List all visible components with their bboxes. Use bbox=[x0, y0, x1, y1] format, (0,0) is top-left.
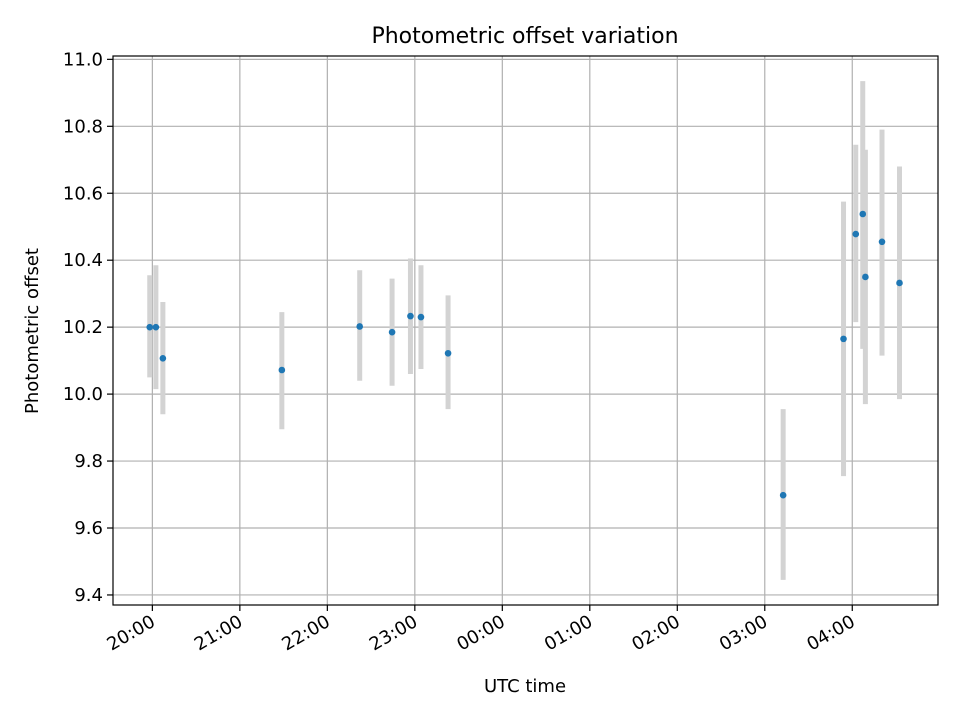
x-axis-label: UTC time bbox=[484, 676, 566, 697]
y-tick-label: 9.8 bbox=[74, 451, 103, 472]
point-layer bbox=[146, 210, 903, 499]
data-point bbox=[152, 323, 160, 331]
data-point bbox=[407, 312, 414, 320]
data-point bbox=[146, 323, 154, 331]
grid-layer bbox=[113, 56, 938, 605]
chart-title: Photometric offset variation bbox=[371, 24, 678, 49]
y-tick-label: 10.2 bbox=[63, 317, 103, 338]
data-point bbox=[159, 354, 167, 362]
data-point bbox=[840, 335, 847, 343]
data-point bbox=[388, 328, 396, 336]
y-tick-label: 10.6 bbox=[63, 183, 103, 204]
y-tick-label: 10.4 bbox=[63, 250, 103, 271]
y-tick-label: 9.6 bbox=[74, 518, 103, 539]
data-point bbox=[779, 491, 787, 499]
y-tick-label: 10.8 bbox=[63, 116, 103, 137]
data-point bbox=[417, 313, 425, 321]
y-axis-label: Photometric offset bbox=[22, 248, 43, 414]
y-tick-label: 10.0 bbox=[63, 384, 103, 405]
data-point bbox=[859, 210, 867, 218]
plot-frame bbox=[112, 55, 939, 606]
y-tick-label: 9.4 bbox=[74, 585, 103, 606]
data-point bbox=[896, 279, 903, 287]
y-axis-ticks: 9.4 9.6 9.8 10.0 10.2 10.4 10.6 10.8 11.0 bbox=[63, 49, 113, 606]
data-point bbox=[278, 366, 286, 374]
data-point bbox=[852, 230, 860, 238]
data-point bbox=[862, 273, 869, 281]
data-point bbox=[356, 323, 364, 330]
y-tick-label: 11.0 bbox=[63, 49, 103, 70]
data-point bbox=[878, 238, 886, 246]
data-point bbox=[444, 349, 452, 357]
